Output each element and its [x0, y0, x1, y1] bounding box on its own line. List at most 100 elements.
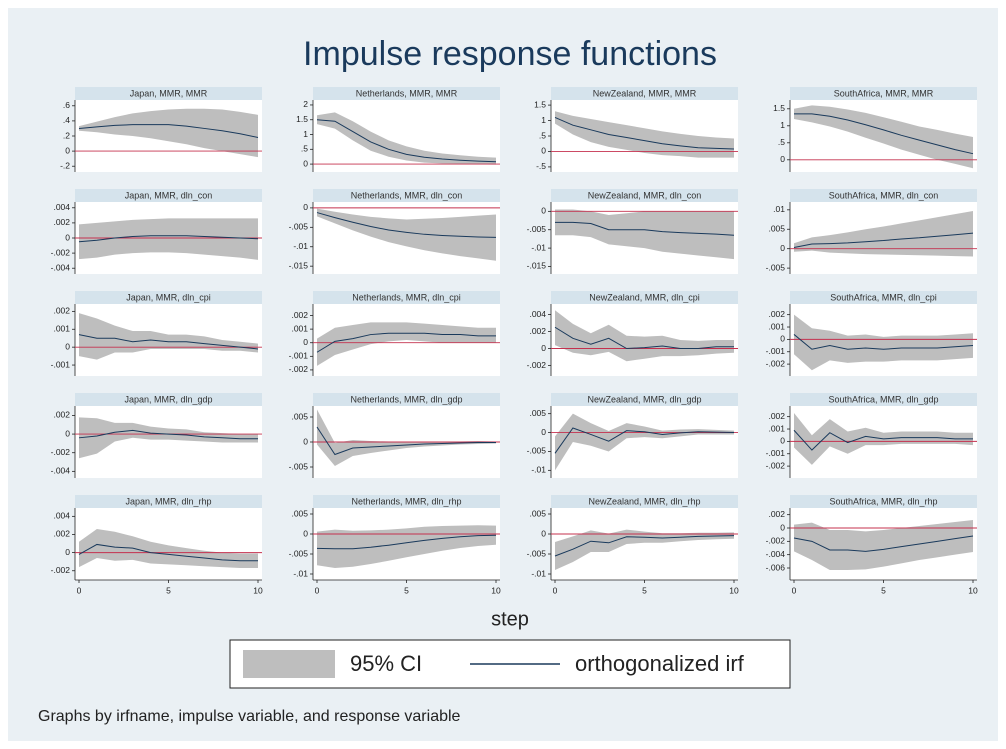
irf-line: [793, 334, 974, 350]
panel-title: Japan, MMR, MMR: [130, 88, 208, 98]
panel-title: Japan, MMR, dln_con: [125, 190, 213, 200]
irf-line: [316, 212, 497, 238]
y-tick-label: .002: [768, 411, 785, 421]
y-tick-label: .5: [778, 137, 785, 147]
ci-band: [79, 417, 258, 459]
panel-title-bar: [75, 393, 262, 406]
y-tick-label: -.01: [531, 465, 546, 475]
y-tick-label: -.002: [527, 360, 547, 370]
irf-line: [316, 534, 497, 550]
panel-title: Japan, MMR, dln_gdp: [124, 394, 212, 404]
y-tick-label: -.015: [527, 261, 547, 271]
panel-title: Netherlands, MMR, dln_rhp: [351, 496, 461, 506]
y-tick-label: -.002: [51, 565, 71, 575]
y-tick-label: 0: [65, 232, 70, 242]
irf-line: [554, 116, 735, 150]
y-tick-label: .005: [529, 508, 546, 518]
x-tick-label: 0: [553, 585, 558, 595]
y-tick-label: 1: [303, 129, 308, 139]
ci-band: [555, 529, 734, 570]
panel-title-bar: [75, 189, 262, 202]
ci-band: [794, 105, 973, 169]
y-tick-label: -.001: [289, 351, 309, 361]
panel-title: NewZealand, MMR, MMR: [593, 88, 697, 98]
ci-band: [317, 525, 496, 568]
panel-title-bar: [790, 393, 977, 406]
panel-title-bar: [790, 87, 977, 100]
y-tick-label: .002: [291, 310, 308, 320]
panel-title: SouthAfrica, MMR, dln_cpi: [830, 292, 937, 302]
y-tick-label: -.01: [293, 241, 308, 251]
panel-title-bar: [790, 189, 977, 202]
y-tick-label: -.015: [289, 260, 309, 270]
y-tick-label: -.005: [289, 548, 309, 558]
panel-title-bar: [551, 189, 738, 202]
y-tick-label: .001: [768, 321, 785, 331]
irf-line: [78, 429, 258, 440]
y-tick-label: -.002: [51, 447, 71, 457]
panel-title: Japan, MMR, dln_rhp: [125, 496, 211, 506]
note: Graphs by irfname, impulse variable, and…: [38, 708, 461, 725]
ci-band: [794, 314, 973, 371]
panel-title: NewZealand, MMR, dln_rhp: [588, 496, 700, 506]
panel-title: NewZealand, MMR, dln_con: [588, 190, 702, 200]
y-tick-label: .005: [768, 224, 785, 234]
ci-band: [555, 413, 734, 471]
y-tick-label: 1.5: [534, 99, 546, 109]
y-tick-label: -.001: [51, 359, 71, 369]
y-tick-label: .004: [53, 202, 70, 212]
y-tick-label: .002: [53, 410, 70, 420]
y-tick-label: 2: [303, 99, 308, 109]
y-tick-label: -.001: [766, 448, 786, 458]
y-tick-label: -.004: [51, 466, 71, 476]
y-tick-label: -.005: [527, 224, 547, 234]
panel-title: SouthAfrica, MMR, dln_rhp: [829, 496, 937, 506]
irf-line: [793, 429, 973, 451]
y-tick-label: .001: [291, 323, 308, 333]
y-tick-label: .002: [529, 326, 546, 336]
chart-title: Impulse response functions: [303, 35, 717, 73]
panel-title: SouthAfrica, MMR, dln_gdp: [828, 394, 938, 404]
y-tick-label: 0: [780, 436, 785, 446]
y-tick-label: 0: [541, 427, 546, 437]
x-axis-label: step: [491, 608, 529, 630]
y-tick-label: -.004: [51, 262, 71, 272]
irf-line: [794, 113, 974, 155]
y-tick-label: .01: [773, 204, 785, 214]
y-tick-label: 0: [541, 206, 546, 216]
y-tick-label: -.001: [766, 346, 786, 356]
ci-band: [79, 108, 258, 158]
y-tick-label: .002: [53, 529, 70, 539]
panel-title-bar: [313, 189, 500, 202]
y-tick-label: 0: [541, 528, 546, 538]
y-tick-label: -.002: [289, 364, 309, 374]
y-tick-label: 0: [780, 522, 785, 532]
panel-title: SouthAfrica, MMR, dln_con: [829, 190, 939, 200]
x-tick-label: 10: [729, 585, 739, 595]
panel-title-bar: [75, 87, 262, 100]
irf-line: [78, 235, 259, 243]
ci-band: [317, 208, 496, 261]
irf-line: [555, 221, 735, 236]
y-tick-label: 0: [65, 547, 70, 557]
y-tick-label: .001: [53, 324, 70, 334]
y-tick-label: -.002: [766, 358, 786, 368]
y-tick-label: 0: [303, 528, 308, 538]
y-tick-label: .002: [53, 306, 70, 316]
x-tick-label: 10: [253, 585, 263, 595]
y-tick-label: 0: [65, 145, 70, 155]
x-tick-label: 10: [968, 585, 978, 595]
irf-line: [554, 427, 735, 454]
y-tick-label: 0: [303, 436, 308, 446]
panel-title-bar: [551, 393, 738, 406]
ci-band: [79, 529, 258, 569]
y-tick-label: 0: [303, 202, 308, 212]
y-tick-label: .005: [529, 408, 546, 418]
y-tick-label: .002: [53, 217, 70, 227]
y-tick-label: 0: [541, 146, 546, 156]
y-tick-label: .5: [301, 144, 308, 154]
panel-title-bar: [551, 291, 738, 304]
irf-line: [316, 426, 496, 456]
ci-band: [79, 313, 258, 360]
x-tick-label: 0: [315, 585, 320, 595]
